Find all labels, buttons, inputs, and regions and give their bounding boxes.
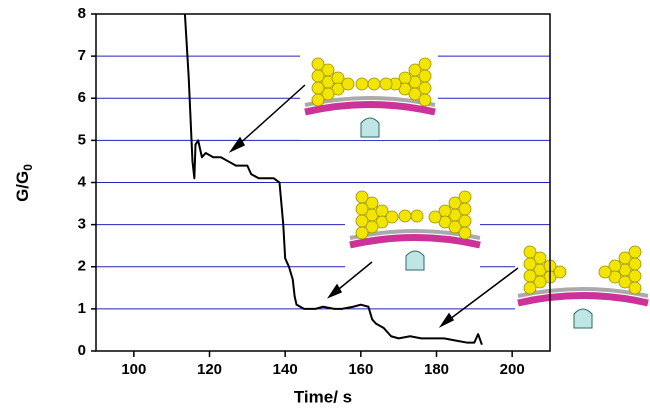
x-tick-label: 200	[500, 361, 525, 378]
y-tick-label: 2	[78, 258, 86, 275]
y-tick-label: 8	[78, 5, 86, 22]
y-axis-label-main: G/G	[13, 171, 32, 202]
x-tick-label: 160	[348, 361, 373, 378]
x-axis-label: Time/ s	[294, 387, 352, 406]
y-tick-label: 0	[78, 342, 86, 359]
x-tick-label: 120	[197, 361, 222, 378]
chart: 012345678100120140160180200 Time/ s G/G0	[0, 0, 650, 414]
y-tick-label: 3	[78, 216, 86, 233]
y-axis-label: G/G0	[13, 164, 35, 202]
y-tick-label: 6	[78, 89, 86, 106]
y-tick-label: 7	[78, 47, 86, 64]
x-tick-label: 100	[121, 361, 146, 378]
y-tick-label: 4	[78, 173, 87, 190]
x-tick-label: 140	[273, 361, 298, 378]
y-tick-label: 5	[78, 131, 86, 148]
x-tick-label: 180	[424, 361, 449, 378]
illustration	[300, 50, 650, 335]
y-axis-label-sub: 0	[21, 164, 35, 171]
y-tick-label: 1	[78, 300, 86, 317]
